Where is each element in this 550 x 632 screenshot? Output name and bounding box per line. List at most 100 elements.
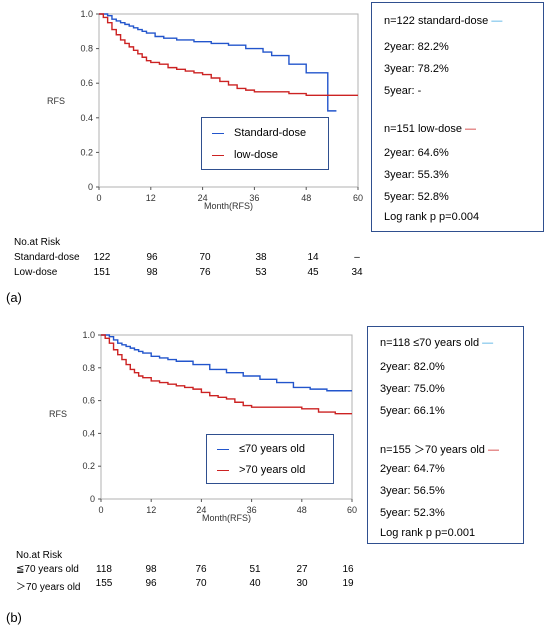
panel-label-b: (b) bbox=[6, 610, 22, 625]
legend-item-low: low-dose bbox=[212, 149, 278, 161]
panel-label-a: (a) bbox=[6, 290, 22, 305]
y-tick-label: 0 bbox=[90, 494, 95, 504]
y-tick-label: 0.2 bbox=[80, 147, 93, 157]
risk-cell: 30 bbox=[296, 578, 308, 589]
risk-cell: 40 bbox=[249, 578, 261, 589]
legend-label: >70 years old bbox=[239, 464, 306, 476]
risk-cell: 45 bbox=[307, 267, 319, 278]
x-tick-label: 60 bbox=[347, 505, 357, 515]
legend-swatch-red bbox=[217, 469, 229, 471]
risk-row-label: ≦70 years old bbox=[16, 564, 79, 575]
stat-5year: 5year: 66.1% bbox=[380, 405, 445, 417]
stat-3year: 3year: 55.3% bbox=[384, 169, 449, 181]
y-tick-label: 0.8 bbox=[82, 363, 95, 373]
x-tick-label: 48 bbox=[297, 505, 307, 515]
risk-cell: 96 bbox=[145, 578, 157, 589]
legend-item-old: >70 years old bbox=[217, 464, 305, 476]
risk-cell: 16 bbox=[342, 564, 354, 575]
risk-row-label: Standard-dose bbox=[14, 252, 80, 263]
x-tick-label: 12 bbox=[146, 505, 156, 515]
panel-a: 0 0.2 0.4 0.6 0.8 1.0 0 12 24 36 48 60 Month(RFS) RFS… bbox=[0, 0, 550, 310]
legend-label: ≤70 years old bbox=[239, 443, 305, 455]
x-tick-label: 24 bbox=[198, 193, 208, 203]
x-tick-label: 0 bbox=[98, 505, 103, 515]
stat-2year: 2year: 64.6% bbox=[384, 147, 449, 159]
panel-b: 0 0.2 0.4 0.6 0.8 1.0 0 12 24 36 48 60 Month(RFS) RFS… bbox=[0, 318, 550, 632]
stat-2year: 2year: 82.2% bbox=[384, 41, 449, 53]
stat-logrank: Log rank p p=0.004 bbox=[384, 211, 480, 223]
legend-item-standard: Standard-dose bbox=[212, 127, 306, 139]
survival-curve-blue bbox=[101, 334, 352, 392]
y-tick-label: 1.0 bbox=[82, 330, 95, 340]
risk-cell: 14 bbox=[307, 252, 319, 263]
stat-5year: 5year: 52.3% bbox=[380, 507, 445, 519]
risk-cell: 51 bbox=[249, 564, 261, 575]
y-axis-label: RFS bbox=[49, 409, 67, 419]
x-tick-label: 48 bbox=[301, 193, 311, 203]
y-tick-label: 0.6 bbox=[80, 78, 93, 88]
x-tick-label: 24 bbox=[196, 505, 206, 515]
survival-curve-blue bbox=[99, 13, 337, 112]
x-tick-label: 60 bbox=[353, 193, 363, 203]
risk-cell: 98 bbox=[145, 564, 157, 575]
stat-n-young: n=118 ≤70 years old — bbox=[380, 337, 494, 349]
y-axis-label: RFS bbox=[47, 96, 65, 106]
y-tick-label: 0 bbox=[88, 182, 93, 192]
stat-logrank: Log rank p p=0.001 bbox=[380, 527, 476, 539]
km-plot-a: 0 0.2 0.4 0.6 0.8 1.0 0 12 24 36 48 60 Month(RFS) RFS bbox=[47, 9, 363, 211]
stats-box-a: n=122 standard-dose — 2year: 82.2% 3year… bbox=[371, 2, 544, 232]
survival-curve-red bbox=[101, 334, 352, 415]
risk-row-label: Low-dose bbox=[14, 267, 58, 278]
y-tick-label: 0.4 bbox=[80, 113, 93, 123]
risk-title: No.at Risk bbox=[14, 237, 61, 248]
stat-n-low: n=151 low-dose — bbox=[384, 123, 477, 135]
x-axis-label: Month(RFS) bbox=[204, 201, 253, 211]
legend-b: ≤70 years old >70 years old bbox=[206, 434, 334, 484]
risk-cell: 155 bbox=[95, 578, 113, 589]
legend-swatch-blue bbox=[217, 448, 229, 450]
risk-title: No.at Risk bbox=[16, 550, 63, 561]
risk-cell: 96 bbox=[146, 252, 158, 263]
risk-cell: 70 bbox=[195, 578, 207, 589]
risk-row-label: ＞70 years old bbox=[16, 582, 81, 593]
risk-cell: – bbox=[354, 252, 360, 263]
risk-cell: 38 bbox=[255, 252, 267, 263]
risk-cell: 151 bbox=[93, 267, 111, 278]
risk-cell: 19 bbox=[342, 578, 354, 589]
survival-curve-red bbox=[99, 13, 358, 97]
stat-5year: 5year: - bbox=[384, 85, 422, 97]
legend-swatch-blue bbox=[212, 132, 224, 134]
stat-2year: 2year: 82.0% bbox=[380, 361, 445, 373]
risk-cell: 122 bbox=[93, 252, 111, 263]
risk-cell: 76 bbox=[199, 267, 211, 278]
risk-cell: 27 bbox=[296, 564, 308, 575]
risk-cell: 118 bbox=[96, 564, 112, 575]
y-tick-label: 0.6 bbox=[82, 396, 95, 406]
risk-cell: 34 bbox=[351, 267, 363, 278]
y-tick-label: 0.2 bbox=[82, 461, 95, 471]
risk-cell: 98 bbox=[146, 267, 158, 278]
legend-swatch-red bbox=[212, 154, 224, 156]
x-tick-label: 36 bbox=[249, 193, 259, 203]
stat-n-old: n=155 ＞70 years old — bbox=[380, 444, 499, 456]
stat-3year: 3year: 75.0% bbox=[380, 383, 445, 395]
y-tick-label: 1.0 bbox=[80, 9, 93, 19]
risk-cell: 76 bbox=[195, 564, 207, 575]
legend-item-young: ≤70 years old bbox=[217, 443, 305, 455]
y-tick-label: 0.8 bbox=[80, 44, 93, 54]
stat-2year: 2year: 64.7% bbox=[380, 463, 445, 475]
x-axis-label: Month(RFS) bbox=[202, 513, 251, 523]
legend-label: Standard-dose bbox=[234, 127, 307, 139]
legend-a: Standard-dose low-dose bbox=[201, 117, 329, 170]
risk-cell: 53 bbox=[255, 267, 267, 278]
stat-3year: 3year: 56.5% bbox=[380, 485, 445, 497]
x-tick-label: 12 bbox=[146, 193, 156, 203]
stats-box-b: n=118 ≤70 years old — 2year: 82.0% 3year… bbox=[367, 326, 524, 544]
legend-label: low-dose bbox=[234, 149, 279, 161]
stat-3year: 3year: 78.2% bbox=[384, 63, 449, 75]
stat-n-standard: n=122 standard-dose — bbox=[384, 15, 503, 27]
risk-cell: 70 bbox=[199, 252, 211, 263]
km-plot-b: 0 0.2 0.4 0.6 0.8 1.0 0 12 24 36 48 60 Month(RFS) RFS bbox=[49, 330, 357, 523]
y-tick-label: 0.4 bbox=[82, 428, 95, 438]
x-tick-label: 0 bbox=[96, 193, 101, 203]
